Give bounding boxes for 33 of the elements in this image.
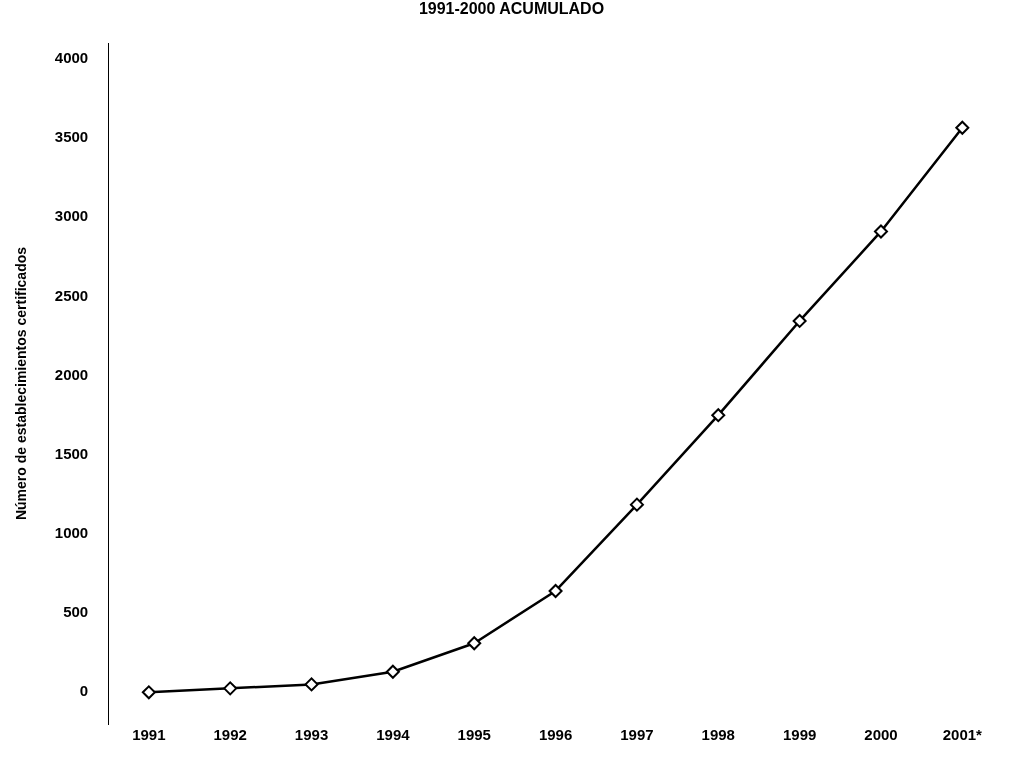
point [467,636,482,651]
x-tick-label: 1996 [538,726,573,744]
x-tick-label: 1999 [782,726,817,744]
x-tick-label: 1995 [457,726,491,744]
point [792,313,807,328]
x-tick-label: 1997 [620,726,654,744]
point [711,408,726,423]
y-tick-label: 500 [63,603,89,621]
point [304,677,319,692]
y-tick-label: 4000 [54,48,89,66]
chart-title: 1991-2000 ACUMULADO [417,0,606,18]
x-tick-label: 1991 [132,726,166,744]
y-tick-label: 3500 [54,128,89,146]
point [141,685,156,700]
x-tick-label: 1994 [376,726,411,744]
y-tick-label: 3000 [54,207,89,225]
point [548,583,563,598]
point [385,664,400,679]
y-axis-title: Número de establecimientos certificados [13,246,30,521]
y-tick-label: 2500 [54,286,89,304]
y-tick-label: 1000 [54,524,89,542]
point [629,497,644,512]
x-tick-label: 2000 [864,726,898,744]
x-tick-label: 1993 [294,726,329,744]
point [873,224,888,239]
y-tick-label: 0 [79,682,89,700]
x-tick-label: 1998 [701,726,735,744]
x-tick-label: 2001* [942,726,983,744]
y-tick-label: 1500 [54,444,89,462]
point [955,120,970,135]
x-tick-label: 1992 [213,726,247,744]
y-tick-label: 2000 [54,365,89,383]
point [223,681,238,696]
